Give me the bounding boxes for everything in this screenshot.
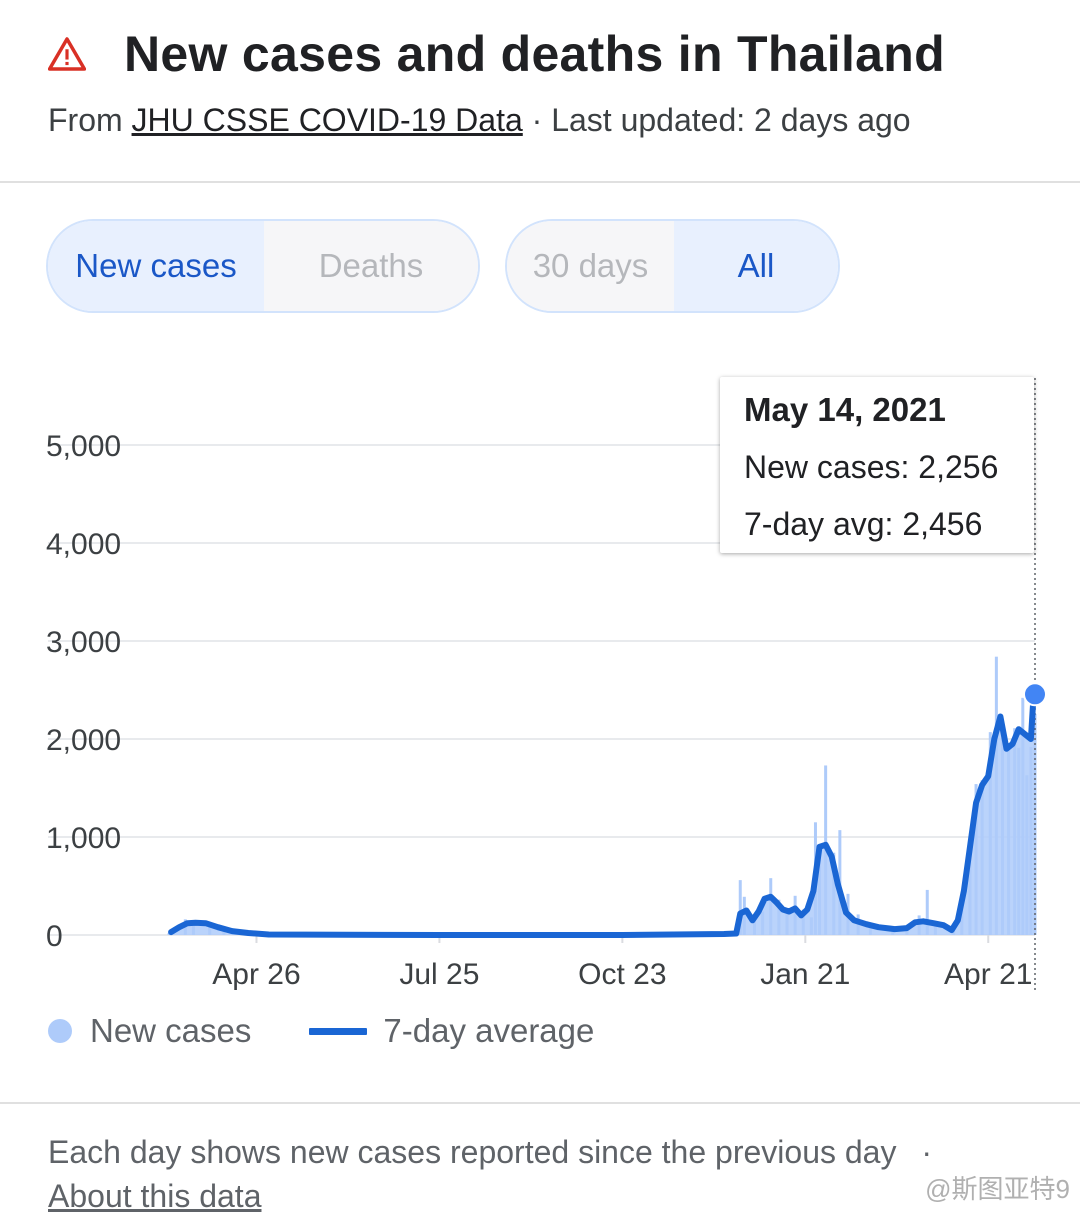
warning-icon bbox=[47, 35, 87, 73]
legend-new-cases-swatch bbox=[48, 1019, 72, 1043]
footer-note: Each day shows new cases reported since … bbox=[48, 1134, 897, 1170]
new-cases-bar bbox=[818, 854, 822, 935]
footer-divider bbox=[0, 1102, 1080, 1104]
new-cases-bar bbox=[801, 909, 805, 935]
new-cases-bar bbox=[222, 929, 226, 935]
y-tick-label: 5,000 bbox=[46, 430, 121, 463]
tooltip-date: May 14, 2021 bbox=[744, 391, 946, 428]
new-cases-bar bbox=[1007, 749, 1011, 935]
new-cases-bar bbox=[793, 895, 797, 935]
new-cases-bar bbox=[1013, 728, 1017, 935]
new-cases-bar bbox=[742, 896, 746, 935]
x-tick-label: Oct 23 bbox=[578, 958, 666, 991]
new-cases-bar bbox=[960, 902, 964, 935]
seven-day-average-line bbox=[168, 691, 1038, 938]
new-cases-bar bbox=[832, 852, 836, 935]
new-cases-bar bbox=[980, 780, 984, 935]
header-divider bbox=[0, 181, 1080, 183]
x-tick-label: Jul 25 bbox=[399, 958, 479, 991]
cases-chart[interactable]: 0 1,000 2,000 3,000 4,000 5,000 Apr 26 Jul 25 Oc… bbox=[0, 360, 1080, 1000]
y-tick-label: 0 bbox=[46, 920, 63, 953]
new-cases-bar bbox=[809, 917, 813, 935]
new-cases-bar bbox=[1017, 747, 1021, 935]
new-cases-bar bbox=[1025, 775, 1029, 935]
tooltip-new-cases: New cases: 2,256 bbox=[744, 449, 999, 485]
new-cases-area bbox=[171, 694, 1035, 935]
new-cases-bar bbox=[785, 909, 789, 935]
new-cases-bar bbox=[191, 924, 195, 935]
x-tick-label: Apr 26 bbox=[212, 958, 300, 991]
footer: Each day shows new cases reported since … bbox=[48, 1130, 932, 1218]
new-cases-bar bbox=[769, 878, 773, 935]
toggle-30-days[interactable]: 30 days bbox=[507, 221, 674, 311]
new-cases-bar bbox=[905, 929, 909, 935]
legend-new-cases-label: New cases bbox=[90, 1012, 252, 1049]
chart-legend: New cases 7-day average bbox=[48, 1012, 594, 1050]
tooltip-7day-avg: 7-day avg: 2,456 bbox=[744, 506, 983, 542]
source-link[interactable]: JHU CSSE COVID-19 Data bbox=[131, 102, 523, 138]
toggle-all[interactable]: All bbox=[674, 221, 838, 311]
new-cases-bar bbox=[994, 656, 998, 935]
new-cases-bar bbox=[933, 926, 937, 935]
chart-tooltip: May 14, 2021 New cases: 2,256 7-day avg:… bbox=[720, 377, 1034, 553]
legend-avg-swatch bbox=[309, 1027, 368, 1035]
new-cases-bar bbox=[968, 857, 972, 935]
footer-separator: · bbox=[921, 1134, 933, 1170]
watermark-text: @斯图亚特9 bbox=[925, 1174, 1070, 1204]
source-prefix: From bbox=[48, 102, 123, 138]
new-cases-bar bbox=[208, 925, 212, 935]
watermark: @斯图亚特9 bbox=[925, 1169, 1070, 1206]
new-cases-bar bbox=[761, 911, 765, 935]
new-cases-bar bbox=[738, 880, 742, 935]
y-tick-label: 1,000 bbox=[46, 822, 121, 855]
selected-point bbox=[1023, 682, 1047, 707]
legend-avg-label: 7-day average bbox=[383, 1012, 595, 1049]
y-tick-label: 2,000 bbox=[46, 724, 121, 757]
x-tick-label: Jan 21 bbox=[760, 958, 850, 991]
new-cases-bar bbox=[868, 923, 872, 935]
about-data-link[interactable]: About this data bbox=[48, 1178, 262, 1214]
range-toggle: 30 days All bbox=[505, 219, 840, 313]
new-cases-bar bbox=[1000, 738, 1004, 935]
new-cases-bar bbox=[777, 899, 781, 935]
last-updated: · Last updated: 2 days ago bbox=[531, 102, 911, 138]
new-cases-bar bbox=[1021, 697, 1025, 935]
x-tick-label: Apr 21 bbox=[944, 958, 1032, 991]
card-header: New cases and deaths in Thailand From JH… bbox=[47, 22, 1050, 139]
new-cases-bar bbox=[988, 732, 992, 935]
new-cases-bar bbox=[974, 784, 978, 935]
page-title: New cases and deaths in Thailand bbox=[124, 26, 945, 82]
toggle-deaths[interactable]: Deaths bbox=[264, 221, 478, 311]
metric-toggle: New cases Deaths bbox=[46, 219, 480, 313]
new-cases-bar bbox=[925, 889, 929, 935]
new-cases-bar bbox=[752, 915, 756, 935]
new-cases-bar bbox=[917, 915, 921, 935]
source-line: From JHU CSSE COVID-19 Data · Last updat… bbox=[48, 102, 1050, 139]
y-tick-label: 4,000 bbox=[46, 528, 121, 561]
new-cases-bar bbox=[1029, 746, 1033, 935]
toggle-new-cases[interactable]: New cases bbox=[48, 221, 264, 311]
y-tick-label: 3,000 bbox=[46, 626, 121, 659]
